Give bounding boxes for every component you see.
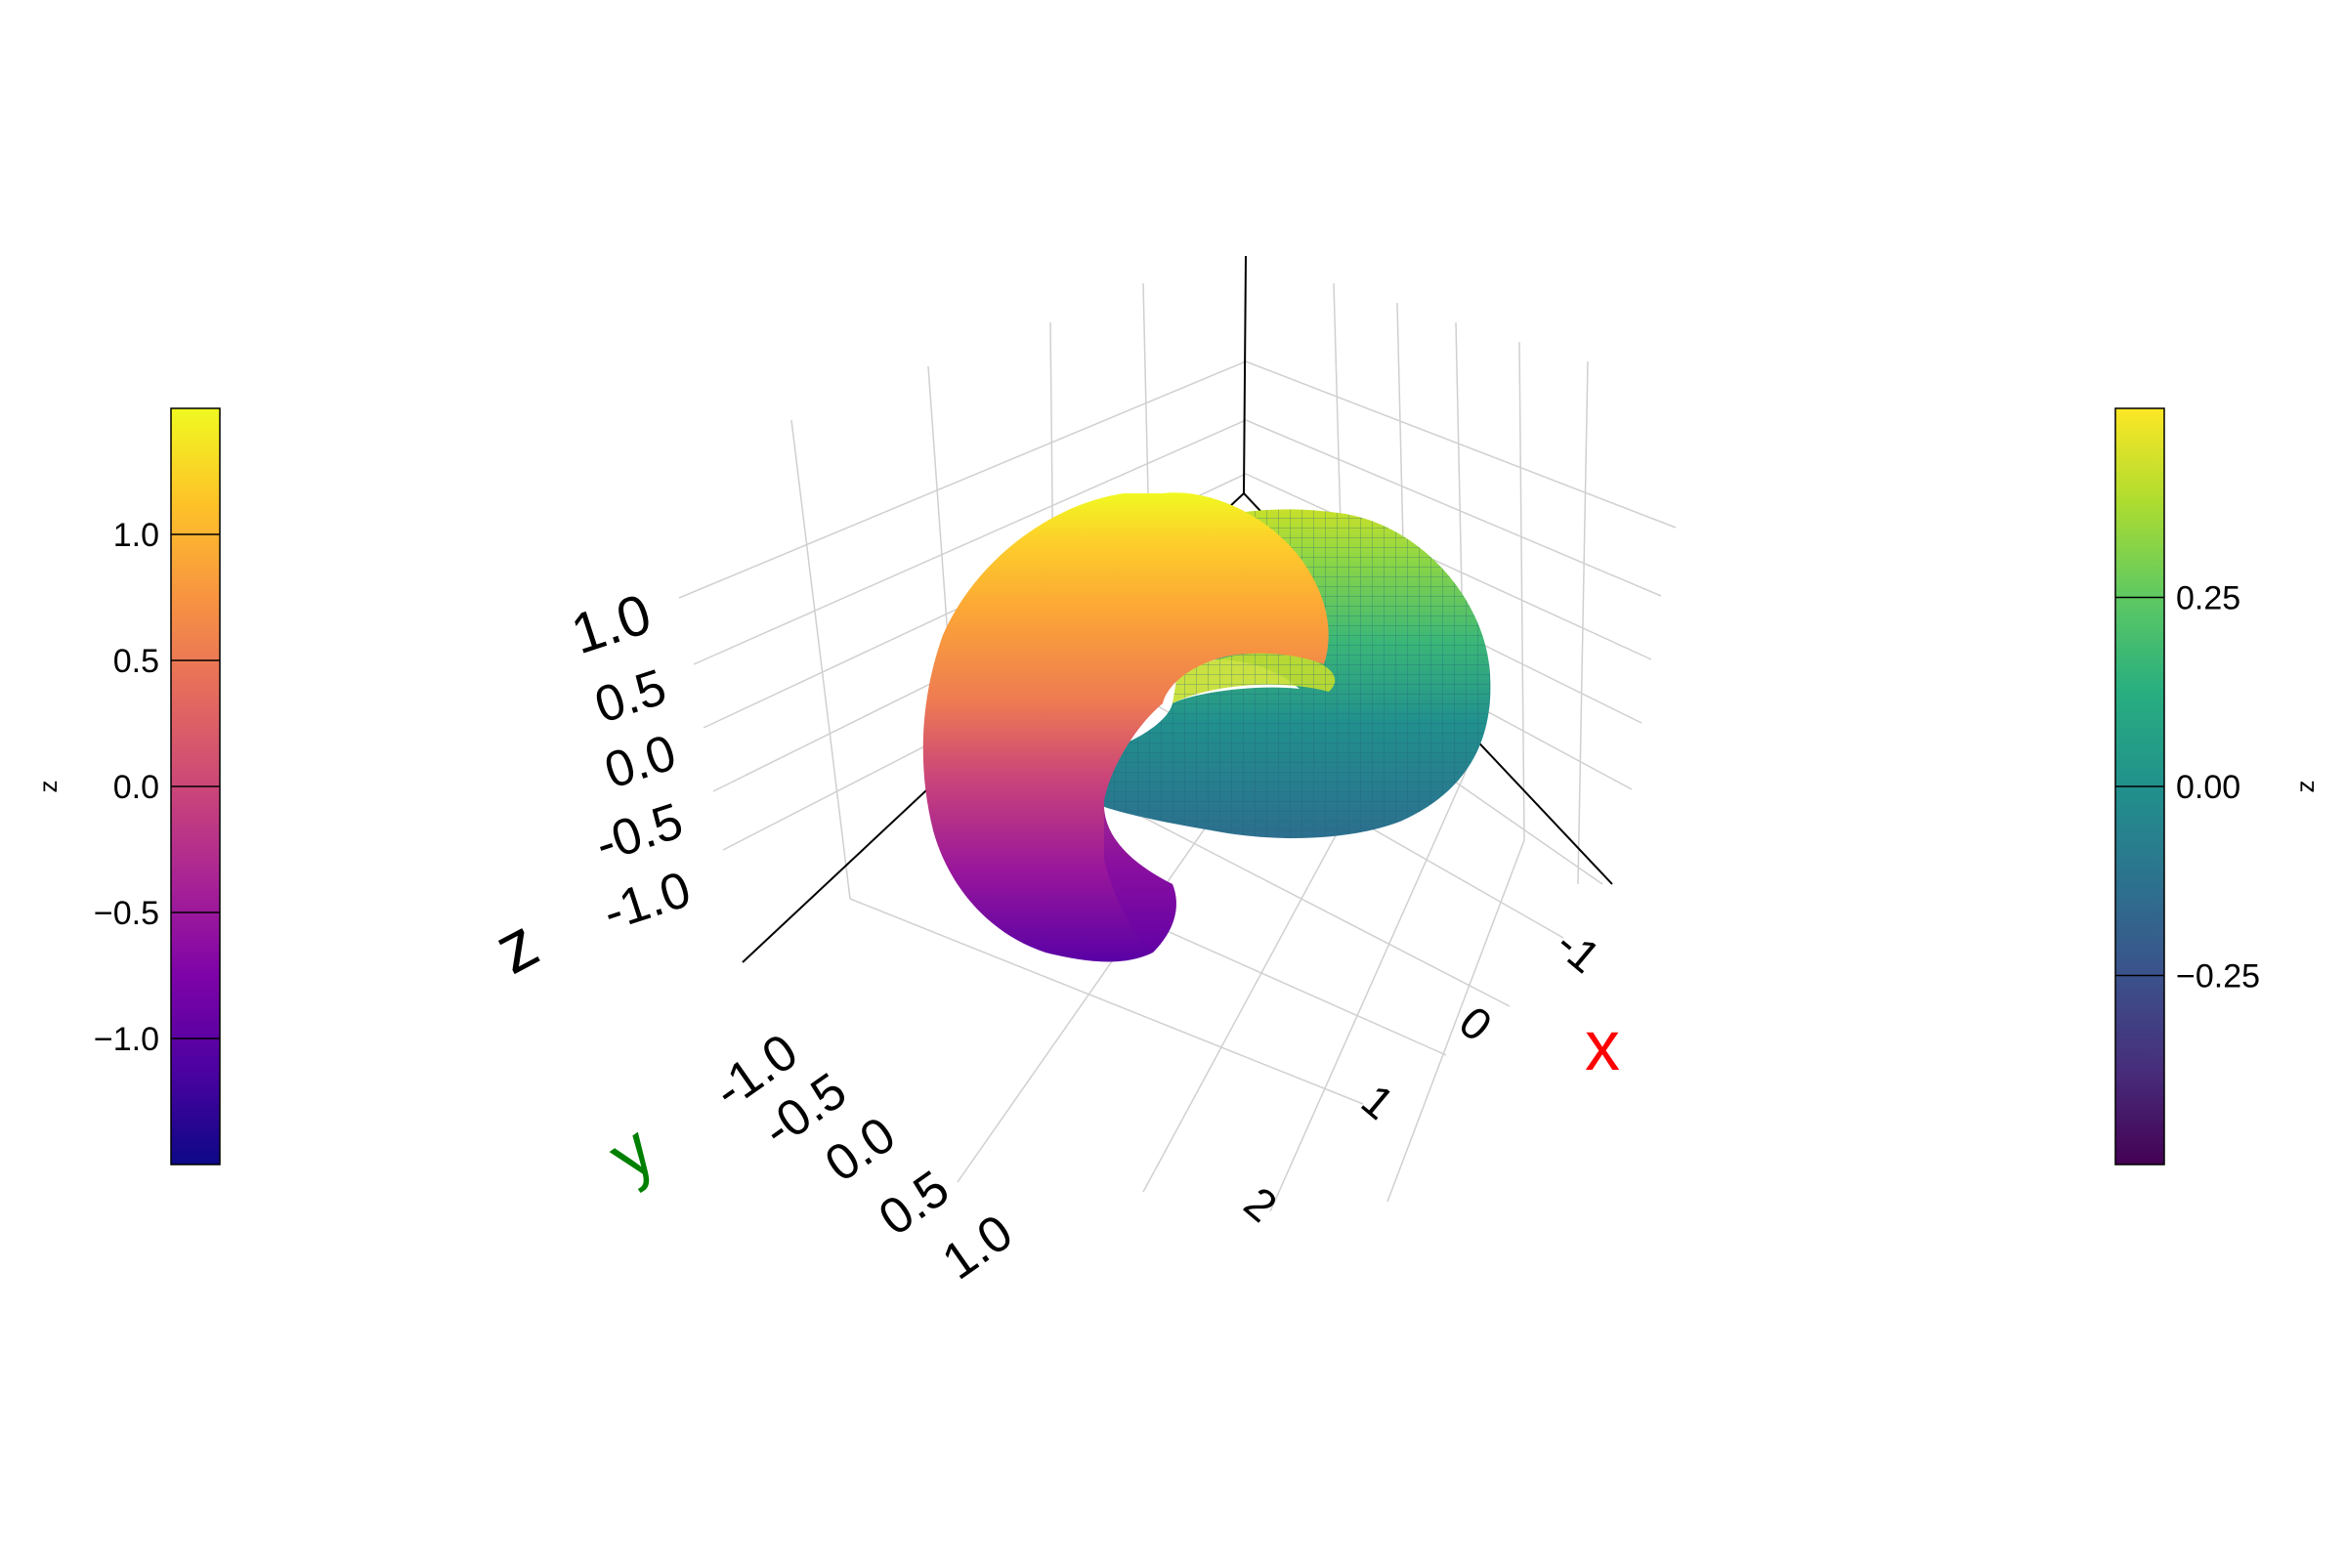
z-axis-label: z — [483, 904, 550, 990]
colorbar-tick-label: 0.5 — [113, 643, 159, 680]
y-axis-label: y — [595, 1111, 668, 1195]
grid-line — [849, 898, 1364, 1105]
colorbar-tick-label: 1.0 — [113, 517, 159, 554]
grid-line — [1245, 419, 1662, 597]
grid-line — [1245, 473, 1652, 660]
z-tick-label: 0.0 — [598, 724, 683, 800]
colorbar-tick-label: −0.25 — [2176, 958, 2260, 996]
grid-line — [678, 360, 1247, 599]
grid-line — [1269, 771, 1467, 1212]
plasma-torus-shade — [1103, 801, 1176, 953]
colorbar-tick-label: 0.25 — [2176, 580, 2240, 617]
z-tick-label: -1.0 — [597, 861, 698, 942]
colorbar-tick-label: −0.5 — [94, 895, 159, 932]
x-tick-label: 2 — [1235, 1177, 1287, 1232]
plasma-torus-body — [922, 492, 1329, 962]
x-tick-label: 1 — [1352, 1075, 1404, 1129]
y-tick-label: 0.5 — [869, 1160, 959, 1247]
viridis-torus-inner-wireframe — [1172, 653, 1336, 703]
grid-line — [1245, 360, 1677, 529]
grid-line — [693, 419, 1247, 665]
plasma-torus-surface — [922, 492, 1329, 962]
grid-line — [1577, 360, 1589, 885]
colorbar-left: −1.0 −0.5 0.0 0.5 1.0 z — [33, 407, 221, 1165]
colorbar-tick-label: 0.0 — [113, 769, 159, 806]
x-tick-label: -1 — [1547, 918, 1610, 983]
colorbar-tick-label: −1.0 — [94, 1021, 159, 1058]
z-axis-line — [1243, 255, 1247, 494]
grid-line — [1518, 341, 1525, 841]
colorbar-right-label: z — [2290, 781, 2320, 793]
grid-line — [790, 419, 851, 900]
colorbar-tick-label: 0.00 — [2176, 769, 2240, 806]
z-tick-label: -0.5 — [589, 792, 690, 873]
x-axis-label: x — [1585, 1007, 1620, 1085]
z-tick-label: 1.0 — [564, 582, 659, 667]
colorbar-left-label: z — [33, 781, 63, 793]
colorbar-right: −0.25 0.00 0.25 z — [2114, 407, 2320, 1165]
y-tick-label: 1.0 — [932, 1204, 1022, 1291]
grid-line — [1386, 839, 1525, 1203]
x-tick-label: 0 — [1450, 996, 1502, 1051]
z-tick-label: 0.5 — [588, 658, 673, 735]
